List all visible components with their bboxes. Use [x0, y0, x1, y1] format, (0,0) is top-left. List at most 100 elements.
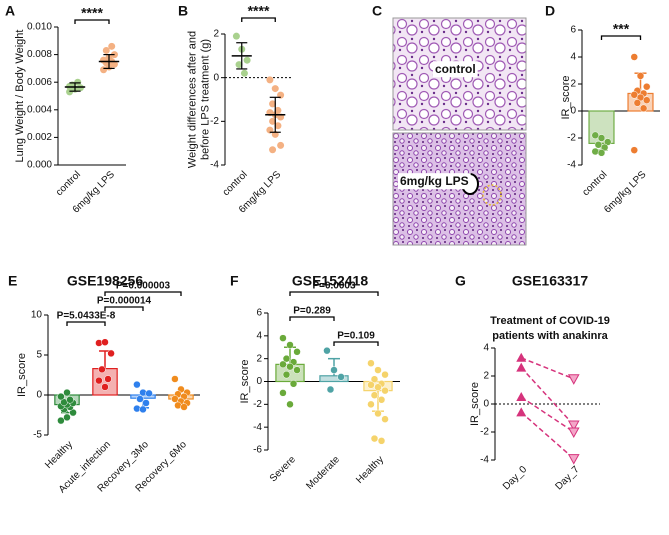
- data-point: [286, 362, 294, 371]
- data-point: [381, 415, 389, 423]
- significance-label: P=5.0433E-8: [57, 311, 116, 322]
- data-point: [279, 389, 287, 397]
- data-point: [636, 72, 645, 80]
- data-point: [104, 375, 112, 383]
- data-point: [370, 434, 379, 443]
- y-tick-label: -2: [567, 133, 576, 144]
- data-point: [374, 383, 382, 391]
- y-tick-label: -4: [567, 160, 576, 171]
- panel-letter: G: [455, 273, 466, 289]
- data-point: [240, 69, 248, 77]
- significance-bracket: [74, 19, 110, 24]
- y-axis-label: IR_score: [239, 359, 251, 403]
- pair-line: [520, 367, 575, 426]
- data-point: [235, 61, 243, 69]
- day7-marker: [567, 374, 580, 385]
- data-point: [381, 386, 389, 395]
- data-point: [594, 141, 603, 149]
- data-point: [102, 46, 110, 54]
- data-point: [323, 346, 331, 355]
- x-tick-label: Day_0: [501, 464, 530, 493]
- data-point: [642, 82, 651, 91]
- significance-label: P=0.0003: [312, 281, 356, 292]
- panel-title: GSE163317: [512, 273, 588, 289]
- data-point: [139, 405, 147, 414]
- y-tick-label: 0: [483, 399, 489, 410]
- data-point: [374, 409, 382, 418]
- x-tick-label: Severe: [268, 454, 298, 484]
- data-point: [381, 370, 389, 379]
- data-point: [293, 366, 301, 374]
- y-axis-label: IR_score: [469, 382, 481, 426]
- significance-bracket: [104, 291, 182, 296]
- data-point: [66, 396, 74, 404]
- y-tick-label: 0: [213, 72, 219, 83]
- data-point: [286, 341, 294, 349]
- data-point: [269, 117, 277, 125]
- data-point: [95, 376, 103, 385]
- data-point: [293, 348, 301, 356]
- data-point: [279, 360, 287, 369]
- y-tick-label: -4: [253, 422, 262, 433]
- significance-label: P=0.109: [337, 331, 375, 342]
- data-point: [377, 396, 386, 404]
- data-point: [639, 104, 648, 113]
- y-tick-label: -2: [480, 427, 489, 438]
- significance-bracket: [289, 316, 335, 321]
- panel-letter: B: [178, 3, 188, 19]
- data-point: [74, 78, 82, 86]
- y-tick-label: 4: [256, 330, 262, 341]
- x-tick-label: control: [54, 169, 83, 198]
- panel-title: GSE152418: [292, 273, 368, 289]
- y-tick-label: -4: [210, 160, 219, 171]
- data-point: [630, 146, 639, 154]
- x-tick-label: 6mg/kg LPS: [602, 169, 649, 216]
- lesion-marker: [482, 184, 502, 206]
- significance-bracket: [241, 17, 276, 22]
- data-point: [142, 399, 150, 407]
- x-tick-label: control: [221, 169, 250, 198]
- y-tick-label: 0.006: [27, 77, 52, 88]
- data-point: [279, 334, 287, 342]
- pair-line: [520, 411, 575, 460]
- y-axis-label: IR_score: [560, 75, 572, 119]
- data-point: [330, 366, 338, 374]
- significance-label: ****: [81, 5, 103, 21]
- y-tick-label: 0.002: [27, 132, 52, 143]
- significance-label: P=0.000014: [97, 296, 152, 307]
- data-point: [66, 88, 74, 96]
- significance-label: ****: [248, 3, 270, 19]
- data-point: [642, 96, 651, 104]
- significance-label: P=0.000003: [116, 281, 171, 292]
- data-point: [597, 149, 606, 157]
- y-tick-label: 0.004: [27, 104, 52, 115]
- data-point: [98, 365, 106, 374]
- data-point: [326, 385, 335, 394]
- y-tick-label: -2: [210, 116, 219, 127]
- panel-letter: D: [545, 3, 555, 19]
- data-point: [266, 76, 274, 84]
- significance-bracket: [289, 291, 379, 296]
- data-point: [63, 388, 71, 397]
- y-tick-label: -6: [253, 445, 262, 456]
- significance-label: ***: [613, 21, 630, 37]
- panel-letter: E: [8, 273, 17, 289]
- y-tick-label: 2: [570, 79, 576, 90]
- data-point: [630, 91, 639, 99]
- significance-bracket: [66, 321, 106, 326]
- day7-marker: [567, 427, 580, 439]
- data-point: [269, 100, 277, 108]
- data-point: [232, 32, 240, 40]
- x-tick-label: Healthy: [354, 454, 386, 486]
- pair-line: [520, 357, 575, 380]
- data-point: [145, 389, 153, 398]
- y-tick-label: 4: [483, 343, 489, 354]
- data-point: [282, 370, 291, 379]
- y-tick-label: 0.010: [27, 22, 52, 33]
- significance-bracket: [600, 35, 642, 40]
- day0-marker: [516, 352, 527, 362]
- day0-marker: [516, 407, 527, 417]
- image-label: 6mg/kg LPS: [400, 174, 469, 188]
- x-tick-label: Day_7: [554, 464, 583, 493]
- y-tick-label: 0: [36, 390, 42, 401]
